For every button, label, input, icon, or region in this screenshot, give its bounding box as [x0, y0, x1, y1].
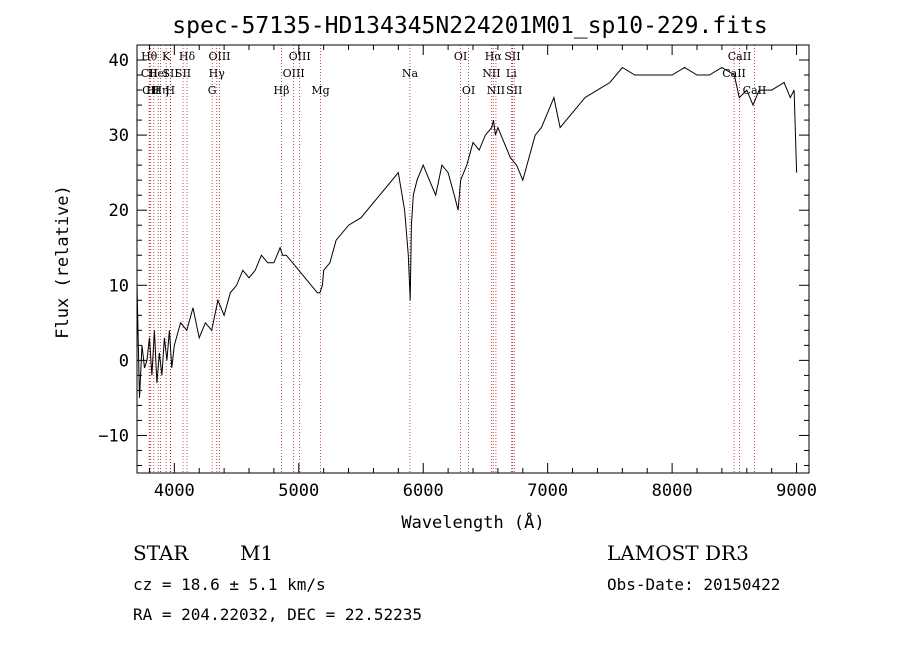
line-label-8: H: [166, 84, 176, 97]
line-label-11: G: [208, 84, 217, 97]
line-label-12: OIII: [208, 50, 230, 63]
y-tick-label-5: 40: [109, 51, 129, 71]
line-label-23: NII: [487, 84, 505, 97]
redshift-cz: cz = 18.6 ± 5.1 km/s: [133, 575, 326, 594]
line-label-19: OI: [454, 50, 467, 63]
y-tick-label-1: 0: [119, 351, 129, 371]
line-label-18: Na: [402, 67, 419, 80]
chart-title: spec-57135-HD134345N224201M01_sp10-229.f…: [172, 13, 767, 39]
line-label-26: SII: [506, 84, 522, 97]
line-label-0: Hθ: [141, 50, 158, 63]
x-tick-label-5: 9000: [776, 481, 817, 501]
line-label-10: SII: [175, 67, 191, 80]
survey-name: LAMOST DR3: [607, 541, 749, 565]
x-tick-label-3: 7000: [527, 481, 568, 501]
y-axis-label: Flux (relative): [53, 185, 73, 339]
line-label-24: SII: [504, 50, 520, 63]
line-labels-layer: HθCIICIIHεHeIKSIIHηHHδSIIGOIIIHγHβOIIIOI…: [141, 50, 766, 97]
line-label-7: Hη: [152, 84, 168, 97]
x-tick-label-1: 5000: [278, 481, 319, 501]
y-tick-label-0: −10: [98, 426, 129, 446]
line-label-25: Li: [506, 67, 517, 80]
line-label-9: Hδ: [179, 50, 196, 63]
line-label-4: HeI: [148, 67, 168, 80]
line-label-28: CaII: [722, 67, 746, 80]
object-subclass: M1: [240, 541, 273, 565]
line-label-15: OIII: [283, 67, 305, 80]
x-axis-label: Wavelength (Å): [401, 511, 544, 533]
line-label-17: Mg: [311, 84, 329, 97]
line-label-20: OI: [462, 84, 475, 97]
object-class: STAR: [133, 541, 189, 565]
line-label-27: CaII: [728, 50, 752, 63]
line-label-1: CII: [141, 67, 158, 80]
y-axis-ticks: −10 0 10 20 30 40: [98, 44, 809, 466]
line-label-14: Hβ: [274, 84, 290, 97]
line-label-13: Hγ: [209, 67, 226, 80]
line-label-6: SII: [162, 67, 178, 80]
emission-lines-layer: [148, 45, 755, 473]
y-tick-label-4: 30: [109, 126, 129, 146]
x-tick-label-4: 8000: [652, 481, 693, 501]
coordinates: RA = 204.22032, DEC = 22.52235: [133, 605, 422, 624]
y-tick-label-3: 20: [109, 201, 129, 221]
line-label-21: Hα: [485, 50, 503, 63]
line-label-2: CII: [142, 84, 159, 97]
line-label-5: K: [162, 50, 171, 63]
line-label-22: NII: [482, 67, 500, 80]
line-label-16: OIII: [289, 50, 311, 63]
plot-frame: [136, 44, 810, 474]
x-tick-label-2: 6000: [403, 481, 444, 501]
y-tick-label-2: 10: [109, 276, 129, 296]
obs-date: Obs-Date: 20150422: [607, 575, 780, 594]
x-axis-ticks: 4000 5000 6000 7000 8000 9000: [148, 45, 817, 501]
line-label-3: Hε: [146, 84, 162, 97]
spectrum-series: [136, 66, 798, 398]
x-tick-label-0: 4000: [154, 481, 195, 501]
